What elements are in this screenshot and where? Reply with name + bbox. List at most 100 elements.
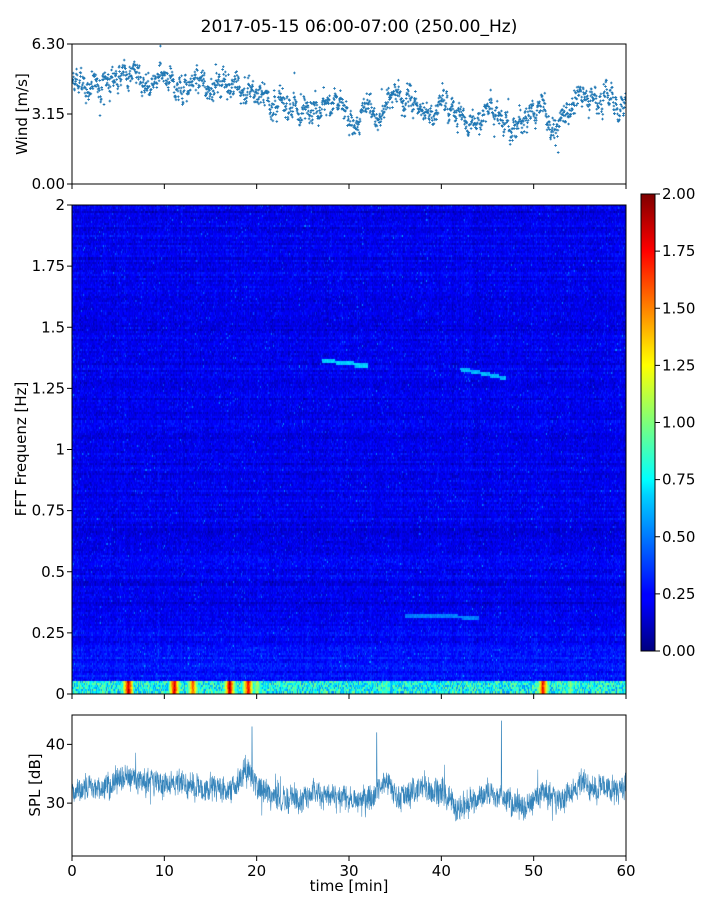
wind-point	[272, 111, 275, 115]
wind-point	[595, 94, 598, 98]
wind-point	[543, 102, 547, 105]
wind-point	[469, 122, 473, 126]
wind-point	[337, 104, 341, 107]
wind-point	[84, 101, 88, 105]
wind-point	[564, 120, 567, 124]
wind-point	[451, 107, 455, 111]
wind-point	[80, 87, 84, 91]
wind-point	[469, 127, 473, 130]
wind-point	[477, 118, 481, 122]
wind-point	[592, 97, 595, 101]
wind-point	[111, 65, 114, 69]
wind-point	[594, 86, 597, 90]
wind-point	[478, 133, 481, 136]
wind-point	[349, 109, 353, 113]
wind-point	[518, 117, 522, 121]
spectrogram-y-tick-label: 0.5	[41, 563, 65, 581]
wind-point	[399, 90, 402, 93]
wind-point	[135, 76, 138, 79]
wind-point	[387, 92, 391, 96]
wind-point	[139, 81, 143, 85]
wind-point	[384, 107, 388, 111]
wind-point	[551, 126, 554, 130]
wind-point	[246, 87, 250, 90]
wind-point	[518, 104, 521, 107]
wind-point	[328, 94, 331, 98]
wind-point	[587, 116, 591, 120]
wind-point	[124, 67, 127, 70]
wind-point	[303, 117, 307, 120]
wind-point	[83, 76, 86, 80]
wind-point	[355, 116, 359, 119]
wind-point	[208, 89, 211, 92]
wind-point	[232, 80, 236, 84]
wind-point	[545, 128, 549, 132]
wind-point	[430, 104, 433, 108]
wind-point	[454, 111, 458, 114]
wind-point	[619, 109, 622, 113]
wind-point	[397, 85, 400, 89]
wind-point	[552, 123, 555, 126]
spectrogram-y-tick-label: 1.25	[32, 379, 65, 397]
wind-point	[210, 95, 214, 99]
wind-point	[107, 83, 111, 87]
wind-point	[134, 81, 138, 85]
wind-point	[191, 80, 194, 83]
wind-point	[427, 108, 430, 112]
wind-point	[556, 128, 560, 132]
wind-point	[470, 121, 474, 124]
wind-point	[292, 91, 295, 95]
wind-point	[585, 103, 589, 107]
wind-point	[507, 125, 510, 128]
wind-point	[471, 118, 474, 122]
wind-point	[613, 112, 616, 115]
wind-point	[118, 70, 121, 73]
wind-point	[79, 75, 82, 78]
wind-point	[283, 109, 287, 112]
wind-point	[309, 119, 313, 123]
wind-point	[535, 109, 539, 112]
wind-point	[387, 86, 390, 90]
wind-point	[476, 121, 479, 125]
wind-point	[269, 111, 272, 114]
wind-point	[171, 73, 175, 77]
wind-point	[287, 111, 291, 114]
wind-point	[381, 113, 384, 117]
wind-point	[526, 119, 530, 122]
wind-point	[270, 106, 274, 109]
wind-point	[109, 90, 112, 94]
wind-point	[194, 82, 198, 85]
figure-title: 2017-05-15 06:00-07:00 (250.00_Hz)	[201, 17, 518, 37]
wind-point	[181, 103, 184, 106]
wind-point	[551, 116, 554, 120]
wind-point	[604, 85, 607, 88]
wind-point	[318, 109, 321, 112]
wind-point	[385, 102, 388, 106]
wind-point	[457, 101, 461, 105]
wind-point	[533, 112, 536, 116]
wind-point	[448, 113, 451, 116]
wind-point	[600, 107, 604, 111]
wind-point	[89, 92, 93, 96]
wind-point	[115, 78, 118, 81]
wind-point	[164, 79, 168, 82]
wind-point	[608, 102, 611, 106]
wind-point	[452, 100, 455, 103]
wind-point	[611, 86, 614, 89]
wind-point	[481, 109, 485, 113]
wind-point	[185, 99, 189, 103]
spl-x-tick-label: 60	[616, 862, 635, 880]
wind-point	[230, 86, 234, 89]
wind-point	[594, 97, 598, 100]
wind-point	[590, 92, 594, 96]
wind-point	[194, 73, 197, 77]
wind-point	[445, 90, 448, 93]
wind-point	[605, 79, 608, 82]
wind-point	[382, 107, 385, 111]
wind-point	[92, 72, 96, 76]
wind-point	[148, 93, 152, 97]
wind-point	[297, 112, 301, 116]
wind-point	[312, 112, 316, 115]
wind-point	[545, 115, 549, 119]
wind-point	[164, 71, 167, 74]
